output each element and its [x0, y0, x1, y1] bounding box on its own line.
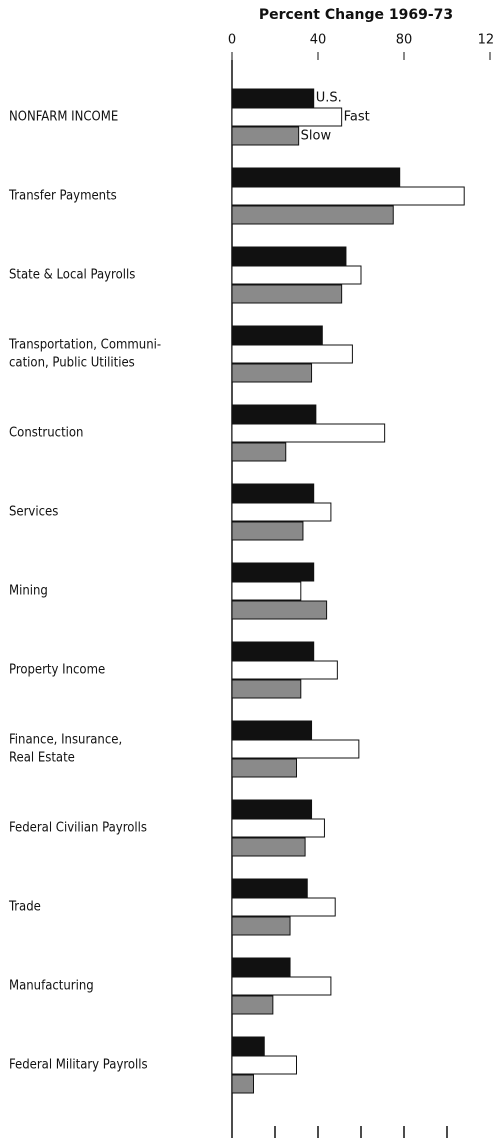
series-label: Slow	[301, 129, 332, 144]
bar	[231, 1074, 254, 1094]
chart-title: Percent Change 1969-73	[259, 7, 453, 23]
category-label: Property Income	[9, 663, 105, 678]
category-label: Transfer Payments	[8, 189, 117, 204]
x-tick-label: 0	[228, 33, 236, 48]
bar	[231, 878, 308, 898]
bar	[231, 265, 362, 285]
category-label: Transportation, Communi-	[8, 338, 161, 353]
category-label: cation, Public Utilities	[9, 356, 135, 371]
bar	[231, 679, 302, 699]
bar	[231, 186, 465, 206]
bar	[231, 837, 306, 857]
bar	[231, 1055, 297, 1075]
bar	[231, 600, 328, 620]
bar	[231, 502, 332, 522]
bar	[231, 720, 313, 740]
category-label: Manufacturing	[9, 979, 94, 994]
series-label: Fast	[344, 110, 370, 125]
bar	[231, 1036, 265, 1056]
bar	[231, 344, 353, 364]
category-label: Real Estate	[9, 751, 75, 766]
bar	[231, 442, 287, 462]
bar	[231, 404, 317, 424]
bar	[231, 107, 343, 127]
category-label: Mining	[9, 584, 48, 599]
category-label: Construction	[9, 426, 83, 441]
bar	[231, 521, 304, 541]
category-label: Federal Military Payrolls	[9, 1058, 148, 1073]
bar	[231, 897, 336, 917]
x-tick-label: 80	[396, 33, 413, 48]
bar	[231, 976, 332, 996]
bar	[231, 126, 300, 146]
bar	[231, 423, 386, 443]
category-label: Trade	[8, 900, 41, 915]
bar	[231, 758, 297, 778]
bar	[231, 641, 315, 661]
bar	[231, 916, 291, 936]
bar	[231, 660, 338, 680]
bar	[231, 205, 394, 225]
bar	[231, 88, 315, 108]
bar	[231, 957, 291, 977]
x-tick-label: 40	[310, 33, 327, 48]
bar	[231, 167, 401, 187]
bar	[231, 995, 274, 1015]
category-label: Finance, Insurance,	[9, 733, 122, 748]
bar	[231, 284, 343, 304]
category-label: State & Local Payrolls	[9, 268, 135, 283]
category-label: NONFARM INCOME	[9, 110, 118, 125]
bar	[231, 483, 315, 503]
bar	[231, 363, 313, 383]
x-tick-label: 120	[478, 33, 494, 48]
bar	[231, 325, 323, 345]
category-label: Federal Civilian Payrolls	[9, 821, 147, 836]
bar	[231, 739, 360, 759]
bar	[231, 799, 313, 819]
series-label: U.S.	[316, 91, 342, 106]
bar	[231, 818, 325, 838]
bar	[231, 246, 347, 266]
bar	[231, 581, 302, 601]
category-label: Services	[9, 505, 58, 520]
bar	[231, 562, 315, 582]
